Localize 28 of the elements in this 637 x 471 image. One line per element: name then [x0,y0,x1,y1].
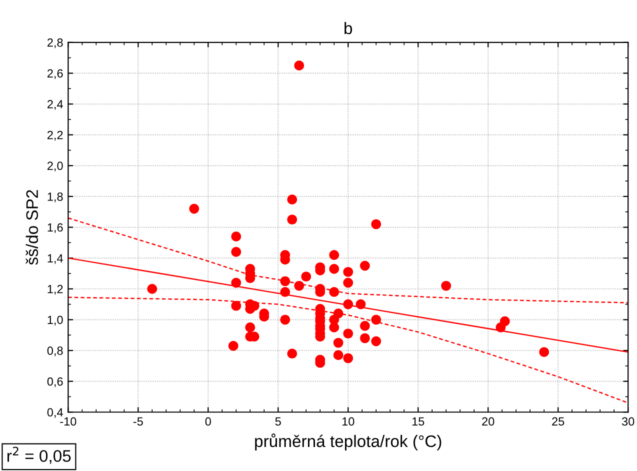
x-tick-label: 10 [342,417,354,426]
x-tick-label: -10 [60,417,76,426]
y-tick-label: 1,8 [48,192,63,202]
x-tick-label: 30 [622,417,634,426]
x-tick-label: -5 [133,417,143,426]
y-tick-label: 2,4 [47,100,63,110]
chart-title: b [344,22,352,34]
x-tick-label: 0 [205,417,211,426]
y-tick-label: 1,6 [48,223,63,234]
y-tick-label: 1,0 [48,316,63,326]
x-axis-title: průměrná teplota/rok (°C) [255,434,442,450]
line-series [68,296,628,404]
line-series [68,217,628,304]
y-axis-title: šš/do SP2 [26,190,38,265]
y-tick-label: 2,2 [47,130,63,141]
y-tick-label: 2,6 [47,69,63,79]
y-tick-label: 0,6 [47,377,63,388]
x-tick-label: 25 [552,417,564,426]
y-tick-label: 2,0 [47,162,63,172]
x-tick-label: 5 [275,417,281,426]
x-tick-label: 15 [412,417,424,426]
text: r$^{2}$ = 0,05 [7,446,71,464]
y-tick-label: 2,8 [47,38,63,48]
x-tick-label: 20 [482,417,494,426]
y-tick-label: 1,2 [48,284,63,295]
y-tick-label: 0,8 [47,346,63,356]
y-tick-label: 0,4 [47,408,63,418]
y-tick-label: 1,4 [48,254,63,264]
